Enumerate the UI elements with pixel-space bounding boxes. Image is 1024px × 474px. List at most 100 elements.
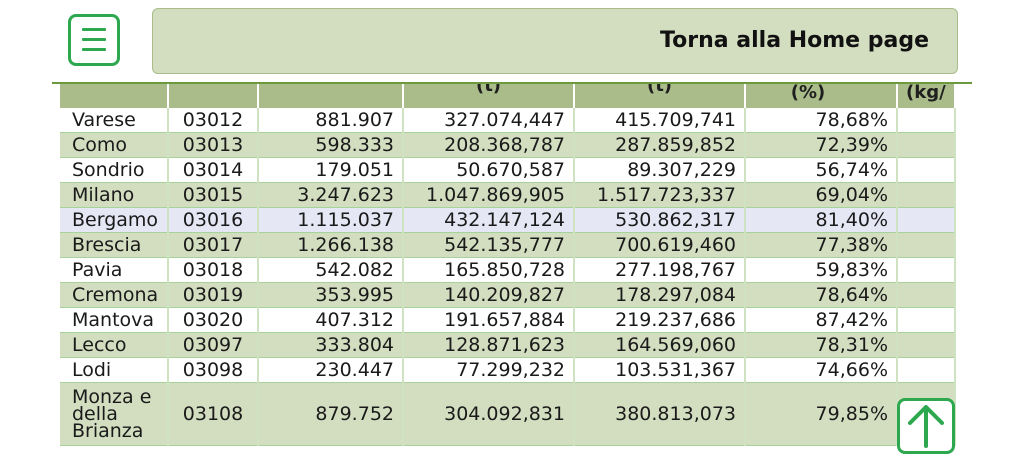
value-cell: 287.859,852 (574, 132, 746, 158)
percentage-cell: 78,64% (745, 282, 898, 308)
population-cell: 879.752 (258, 382, 404, 446)
column-header: (t) (574, 84, 746, 108)
population-cell: 881.907 (258, 108, 404, 133)
province-code-cell: 03012 (168, 108, 259, 133)
extra-cell (897, 307, 956, 333)
province-code-cell: 03020 (168, 307, 259, 333)
table-row: Como 03013 598.333 208.368,787 287.859,852 72… (60, 132, 956, 158)
percentage-cell: 56,74% (745, 157, 898, 183)
value-cell: 304.092,831 (403, 382, 575, 446)
province-name-cell: Bergamo (60, 207, 169, 233)
extra-cell (897, 108, 956, 133)
extra-cell (897, 282, 956, 308)
population-cell: 179.051 (258, 157, 404, 183)
population-cell: 1.266.138 (258, 232, 404, 258)
percentage-cell: 69,04% (745, 182, 898, 208)
percentage-cell: 78,68% (745, 108, 898, 133)
value-cell: 208.368,787 (403, 132, 575, 158)
value-cell: 542.135,777 (403, 232, 575, 258)
value-cell: 89.307,229 (574, 157, 746, 183)
province-name-cell: Cremona (60, 282, 169, 308)
table-row: Cremona 03019 353.995 140.209,827 178.297,08… (60, 282, 956, 308)
column-header (60, 84, 169, 108)
population-cell: 542.082 (258, 257, 404, 283)
value-cell: 165.850,728 (403, 257, 575, 283)
value-cell: 191.657,884 (403, 307, 575, 333)
table-row: Monza e della Brianza 03108 879.752 304.092… (60, 382, 956, 446)
column-header: (t) (403, 84, 575, 108)
data-table: (t) (t) (%) (kg/ Varese 03012 881.907 327.0… (60, 84, 956, 446)
percentage-cell: 74,66% (745, 357, 898, 383)
province-name-cell: Lecco (60, 332, 169, 358)
province-code-cell: 03097 (168, 332, 259, 358)
table-row: Milano 03015 3.247.623 1.047.869,905 1.517.7… (60, 182, 956, 208)
province-code-cell: 03018 (168, 257, 259, 283)
column-header: (kg/ (897, 84, 956, 108)
percentage-cell: 59,83% (745, 257, 898, 283)
value-cell: 432.147,124 (403, 207, 575, 233)
hamburger-menu-icon (82, 38, 106, 41)
province-code-cell: 03015 (168, 182, 259, 208)
header-divider (52, 82, 972, 84)
population-cell: 353.995 (258, 282, 404, 308)
value-cell: 530.862,317 (574, 207, 746, 233)
province-code-cell: 03019 (168, 282, 259, 308)
value-cell: 140.209,827 (403, 282, 575, 308)
table-row: Mantova 03020 407.312 191.657,884 219.237,68… (60, 307, 956, 333)
extra-cell (897, 257, 956, 283)
extra-cell (897, 132, 956, 158)
population-cell: 1.115.037 (258, 207, 404, 233)
percentage-cell: 72,39% (745, 132, 898, 158)
percentage-cell: 77,38% (745, 232, 898, 258)
extra-cell (897, 232, 956, 258)
value-cell: 327.074,447 (403, 108, 575, 133)
value-cell: 178.297,084 (574, 282, 746, 308)
value-cell: 415.709,741 (574, 108, 746, 133)
province-code-cell: 03013 (168, 132, 259, 158)
table-row: Lodi 03098 230.447 77.299,232 103.531,367 74,… (60, 357, 956, 383)
province-code-cell: 03108 (168, 382, 259, 446)
extra-cell (897, 332, 956, 358)
scroll-to-top-button[interactable] (897, 398, 955, 454)
table-row: Varese 03012 881.907 327.074,447 415.709,741… (60, 108, 956, 133)
value-cell: 77.299,232 (403, 357, 575, 383)
province-name-cell: Sondrio (60, 157, 169, 183)
percentage-cell: 81,40% (745, 207, 898, 233)
arrow-up-icon (908, 405, 944, 448)
value-cell: 103.531,367 (574, 357, 746, 383)
hamburger-menu-icon (82, 28, 106, 31)
population-cell: 3.247.623 (258, 182, 404, 208)
percentage-cell: 78,31% (745, 332, 898, 358)
value-cell: 164.569,060 (574, 332, 746, 358)
table-header-row: (t) (t) (%) (kg/ (60, 84, 956, 108)
table-row: Sondrio 03014 179.051 50.670,587 89.307,229 5… (60, 157, 956, 183)
province-code-cell: 03014 (168, 157, 259, 183)
value-cell: 700.619,460 (574, 232, 746, 258)
province-name-cell: Varese (60, 108, 169, 133)
column-header (258, 84, 404, 108)
province-name-cell: Lodi (60, 357, 169, 383)
table-row: Lecco 03097 333.804 128.871,623 164.569,060 7… (60, 332, 956, 358)
table-row: Bergamo 03016 1.115.037 432.147,124 530.862,… (60, 207, 956, 233)
column-header (168, 84, 259, 108)
extra-cell (897, 357, 956, 383)
province-code-cell: 03098 (168, 357, 259, 383)
value-cell: 1.047.869,905 (403, 182, 575, 208)
province-name-cell: Mantova (60, 307, 169, 333)
value-cell: 1.517.723,337 (574, 182, 746, 208)
population-cell: 598.333 (258, 132, 404, 158)
province-name-cell: Como (60, 132, 169, 158)
province-code-cell: 03017 (168, 232, 259, 258)
population-cell: 230.447 (258, 357, 404, 383)
home-page-button[interactable]: Torna alla Home page (152, 8, 958, 74)
extra-cell (897, 157, 956, 183)
table-row: Brescia 03017 1.266.138 542.135,777 700.619,… (60, 232, 956, 258)
home-page-label: Torna alla Home page (660, 28, 929, 53)
population-cell: 333.804 (258, 332, 404, 358)
menu-button[interactable] (68, 14, 120, 66)
value-cell: 277.198,767 (574, 257, 746, 283)
percentage-cell: 79,85% (745, 382, 898, 446)
population-cell: 407.312 (258, 307, 404, 333)
value-cell: 380.813,073 (574, 382, 746, 446)
province-name-cell: Milano (60, 182, 169, 208)
